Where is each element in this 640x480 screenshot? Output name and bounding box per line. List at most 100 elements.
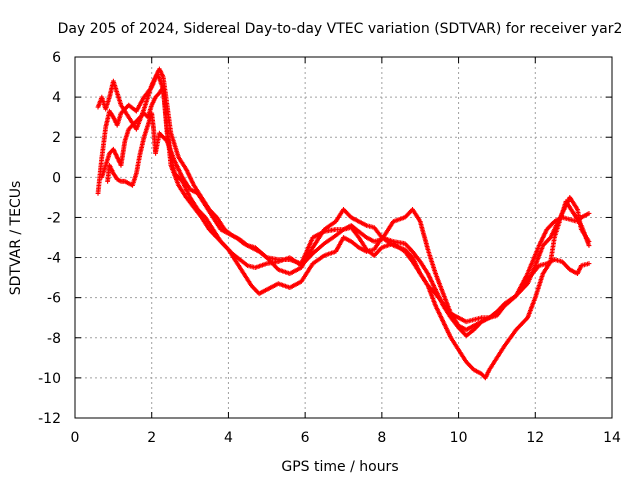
data-point-group bbox=[440, 303, 453, 319]
data-point-group bbox=[149, 110, 156, 131]
series-track-3 bbox=[99, 84, 592, 381]
data-point-group bbox=[107, 108, 115, 119]
data-layer bbox=[95, 66, 592, 381]
data-point-group bbox=[379, 220, 395, 242]
data-point-group bbox=[525, 264, 538, 286]
x-tick-label: 2 bbox=[147, 430, 156, 446]
data-point-group bbox=[249, 245, 261, 254]
data-point-group bbox=[199, 215, 211, 231]
y-tick-label: -10 bbox=[38, 371, 61, 387]
data-point-group bbox=[252, 261, 268, 270]
data-point-group bbox=[425, 247, 438, 275]
series-track-2 bbox=[95, 66, 592, 339]
data-point-group bbox=[433, 271, 446, 295]
data-point-group bbox=[356, 235, 369, 251]
data-point-group bbox=[111, 170, 119, 181]
data-point-group bbox=[164, 138, 177, 163]
data-point-group bbox=[371, 246, 384, 258]
data-point-group bbox=[172, 170, 184, 183]
data-point-group bbox=[348, 215, 360, 224]
data-point-group bbox=[287, 257, 303, 266]
data-point-group bbox=[287, 265, 303, 276]
data-point-group bbox=[321, 249, 337, 258]
data-point-group bbox=[210, 227, 223, 243]
data-point-group bbox=[417, 271, 430, 287]
data-point-group bbox=[99, 126, 108, 160]
data-point-group bbox=[275, 281, 291, 290]
data-point-group bbox=[586, 243, 592, 248]
data-point-group bbox=[310, 229, 326, 240]
data-point-group bbox=[356, 219, 368, 228]
data-point-group bbox=[456, 315, 468, 324]
data-point-group bbox=[486, 312, 499, 321]
y-tick-label: -4 bbox=[47, 251, 61, 267]
data-point-group bbox=[433, 303, 445, 323]
data-point-group bbox=[578, 223, 591, 247]
data-point-group bbox=[237, 257, 249, 268]
data-point-group bbox=[559, 259, 572, 271]
data-point-group bbox=[502, 328, 518, 349]
data-point-group bbox=[525, 244, 541, 276]
data-point-group bbox=[126, 181, 134, 188]
x-tick-label: 14 bbox=[603, 430, 621, 446]
data-point-group bbox=[176, 154, 188, 171]
data-point-group bbox=[298, 236, 315, 266]
data-point-group bbox=[463, 359, 476, 372]
data-point-group bbox=[567, 267, 579, 276]
x-tick-label: 10 bbox=[450, 430, 468, 446]
y-tick-label: -8 bbox=[47, 331, 61, 347]
data-point-group bbox=[226, 247, 238, 263]
data-point-group bbox=[233, 259, 246, 275]
data-point-group bbox=[122, 178, 130, 186]
data-point-group bbox=[310, 254, 326, 266]
data-point-group bbox=[195, 191, 207, 207]
data-point-group bbox=[494, 304, 506, 317]
data-point-group bbox=[176, 183, 188, 199]
data-point-group bbox=[341, 235, 353, 244]
data-point-group bbox=[160, 84, 170, 134]
data-point-group bbox=[203, 203, 215, 219]
data-point-group bbox=[172, 158, 185, 179]
data-point-group bbox=[425, 271, 438, 291]
data-point-group bbox=[210, 215, 223, 231]
data-point-group bbox=[118, 140, 127, 168]
data-point-group bbox=[586, 211, 592, 216]
data-point-group bbox=[544, 220, 556, 232]
data-point-group bbox=[141, 84, 154, 112]
chart-title: Day 205 of 2024, Sidereal Day-to-day VTE… bbox=[58, 21, 623, 37]
data-point-group bbox=[463, 328, 476, 339]
x-tick-label: 8 bbox=[377, 430, 386, 446]
data-point-group bbox=[218, 239, 230, 251]
data-point-group bbox=[233, 235, 246, 246]
data-point-group bbox=[160, 74, 174, 135]
data-point-group bbox=[333, 236, 346, 254]
data-point-group bbox=[410, 207, 422, 223]
data-point-group bbox=[548, 220, 561, 240]
data-point-group bbox=[287, 279, 303, 290]
data-point-group bbox=[410, 249, 422, 263]
plot-frame bbox=[74, 56, 613, 419]
data-point-group bbox=[486, 356, 499, 373]
data-point-group bbox=[187, 187, 199, 196]
data-point-group bbox=[571, 211, 583, 227]
data-point-group bbox=[214, 215, 227, 231]
data-point-group bbox=[471, 320, 483, 329]
data-point-group bbox=[275, 267, 291, 276]
data-point-group bbox=[525, 296, 538, 321]
data-point-group bbox=[433, 287, 445, 307]
data-point-group bbox=[149, 76, 158, 88]
data-point-group bbox=[417, 219, 430, 251]
data-point-group bbox=[555, 212, 564, 224]
data-point-group bbox=[463, 324, 475, 333]
data-point-group bbox=[494, 344, 507, 361]
data-point-group bbox=[153, 91, 161, 100]
data-point-group bbox=[114, 90, 123, 106]
data-point-group bbox=[356, 245, 368, 254]
data-point-group bbox=[563, 199, 576, 215]
data-point-group bbox=[134, 96, 146, 114]
data-point-group bbox=[203, 215, 215, 231]
data-point-group bbox=[183, 195, 196, 209]
x-tick-label: 0 bbox=[71, 430, 80, 446]
data-point-group bbox=[371, 225, 384, 239]
